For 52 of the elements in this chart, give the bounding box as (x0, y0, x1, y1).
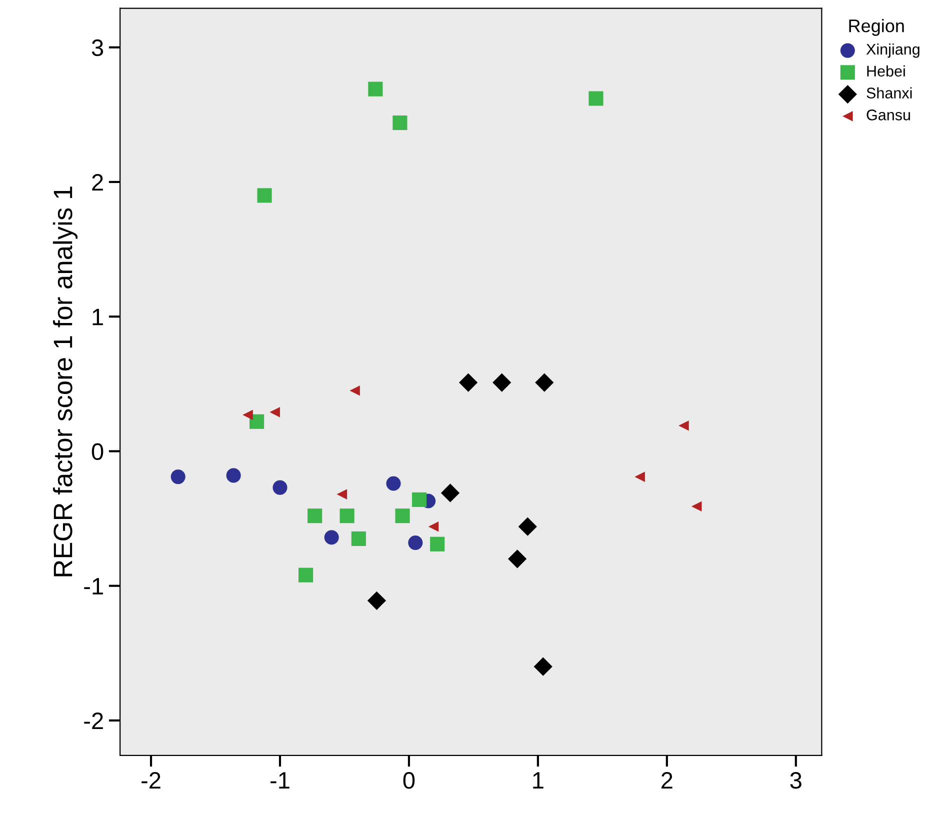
point (367, 591, 386, 610)
point (408, 535, 423, 550)
legend-label: Hebei (867, 65, 905, 77)
y-tick-label: 3 (92, 39, 104, 56)
point (691, 501, 702, 512)
point (458, 373, 478, 392)
y-tick-label: 1 (92, 308, 103, 326)
point (242, 410, 253, 420)
y-tick-label: 2 (92, 174, 103, 191)
point (440, 484, 460, 502)
x-tick-label: -1 (270, 772, 290, 789)
point (298, 568, 314, 582)
point (351, 531, 366, 546)
point (412, 492, 427, 507)
point (386, 476, 401, 491)
x-tick-label: -2 (142, 772, 160, 789)
legend-title: Region (849, 19, 904, 36)
point (270, 407, 280, 418)
x-tick-label: 0 (403, 772, 415, 789)
point (350, 385, 360, 396)
point (272, 480, 288, 495)
point (395, 508, 410, 524)
point (508, 550, 527, 568)
point (226, 468, 241, 483)
point (392, 115, 408, 130)
point (170, 470, 186, 484)
point (308, 508, 322, 524)
point (518, 517, 537, 536)
point (678, 420, 689, 431)
point (428, 521, 439, 532)
point (588, 91, 604, 106)
point (492, 373, 512, 392)
point (534, 657, 552, 676)
point (324, 530, 339, 545)
legend-label: Shanxi (866, 87, 912, 98)
legend-label: Xinjiang (866, 43, 920, 58)
point (535, 373, 554, 392)
point (634, 472, 645, 482)
point (336, 489, 348, 500)
legend-label: Gansu (866, 110, 910, 120)
x-tick-label: 3 (790, 772, 802, 789)
y-tick-label: -2 (84, 712, 103, 730)
point (249, 414, 264, 429)
point (368, 82, 383, 96)
x-tick-label: 1 (533, 772, 544, 789)
x-tick-label: 2 (662, 772, 672, 789)
point (257, 188, 272, 203)
y-tick-label: 0 (92, 443, 104, 460)
y-axis-title: REGR factor score 1 for analyis 1 (52, 186, 78, 576)
point (340, 508, 354, 524)
point (430, 536, 445, 552)
y-tick-label: -1 (84, 578, 103, 594)
